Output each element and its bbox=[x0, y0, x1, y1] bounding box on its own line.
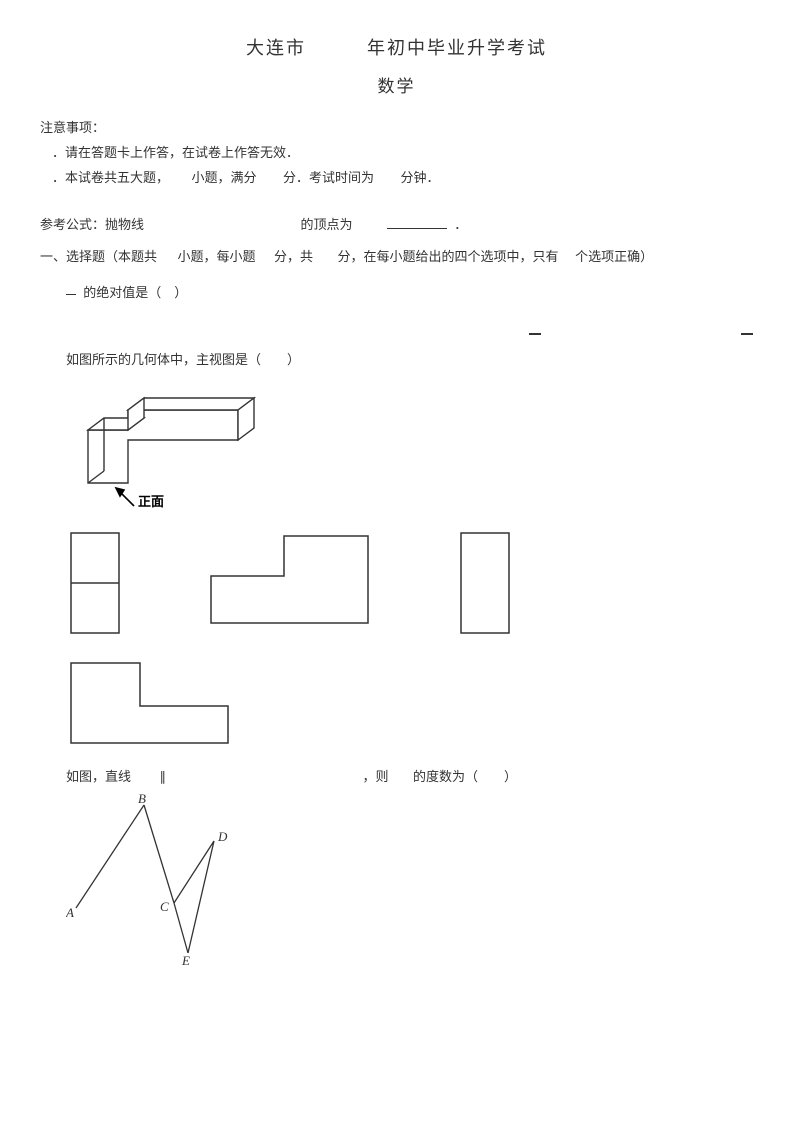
notice-heading: 注意事项： bbox=[40, 117, 753, 136]
geom-label-d: D bbox=[217, 829, 228, 844]
formula-mid: 的顶点为 bbox=[301, 217, 353, 232]
question-3: 如图，直线 ∥ ，则 的度数为（ ） bbox=[66, 766, 753, 785]
geom-label-b: B bbox=[138, 793, 146, 806]
notice-line-1: ．请在答题卡上作答，在试卷上作答无效． bbox=[52, 142, 753, 161]
figure-3d-solid: 正面 bbox=[66, 378, 753, 512]
q2-opt-b bbox=[206, 528, 376, 628]
figure-lines: A B C D E bbox=[66, 793, 753, 972]
q1-text: 的绝对值是（ ） bbox=[83, 285, 187, 300]
page-title-sub: 数学 bbox=[40, 72, 753, 97]
section-1-heading: 一、选择题（本题共 小题，每小题 分，共 分，在每小题给出的四个选项中，只有 个… bbox=[40, 245, 753, 268]
q2-opt-c bbox=[456, 528, 516, 638]
title-left: 大连市 bbox=[246, 38, 306, 58]
solid-svg: 正面 bbox=[66, 378, 266, 508]
formula-blank bbox=[387, 217, 447, 229]
question-2: 如图所示的几何体中，主视图是（ ） bbox=[66, 349, 753, 368]
q3-c: 的度数为（ ） bbox=[413, 769, 517, 784]
geom-label-c: C bbox=[160, 899, 169, 914]
q2-options-row1 bbox=[66, 528, 753, 638]
notice-line-2: ．本试卷共五大题， 小题，满分 分．考试时间为 分钟． bbox=[52, 167, 753, 186]
notice-2d: 分钟． bbox=[401, 170, 440, 185]
formula-prefix: 参考公式：抛物线 bbox=[40, 217, 144, 232]
q3-b: ，则 bbox=[363, 769, 389, 784]
notice-2b: 小题，满分 bbox=[192, 170, 257, 185]
geom-svg: A B C D E bbox=[66, 793, 266, 968]
q3-a: 如图，直线 bbox=[66, 769, 131, 784]
s1-a: 小题，每小题 bbox=[178, 249, 256, 264]
front-label-text: 正面 bbox=[138, 494, 164, 508]
page-title-main: 大连市 年初中毕业升学考试 bbox=[40, 34, 753, 60]
s1-d: 个选项正确） bbox=[575, 249, 653, 264]
s1-b: 分，共 bbox=[274, 249, 313, 264]
geom-label-e: E bbox=[181, 953, 190, 968]
title-right: 年初中毕业升学考试 bbox=[367, 38, 547, 58]
question-1: 的绝对值是（ ） bbox=[66, 282, 753, 301]
q1-dash bbox=[66, 294, 76, 295]
q1-options-row bbox=[66, 321, 753, 335]
q1-opt-dash-2 bbox=[741, 321, 753, 335]
s1-prefix: 一、选择题（本题共 bbox=[40, 249, 157, 264]
q2-opt-d bbox=[66, 658, 236, 748]
formula-line: 参考公式：抛物线 的顶点为 ． bbox=[40, 214, 753, 233]
q2-opt-a bbox=[66, 528, 126, 638]
notice-2a: ．本试卷共五大题， bbox=[52, 170, 169, 185]
q3-parallel: ∥ bbox=[160, 769, 167, 784]
geom-label-a: A bbox=[66, 905, 74, 920]
q1-opt-dash-1 bbox=[529, 321, 541, 335]
q2-options-row2 bbox=[66, 658, 753, 752]
s1-c: 分，在每小题给出的四个选项中，只有 bbox=[338, 249, 559, 264]
notice-2c: 分．考试时间为 bbox=[283, 170, 374, 185]
formula-period: ． bbox=[454, 217, 467, 232]
